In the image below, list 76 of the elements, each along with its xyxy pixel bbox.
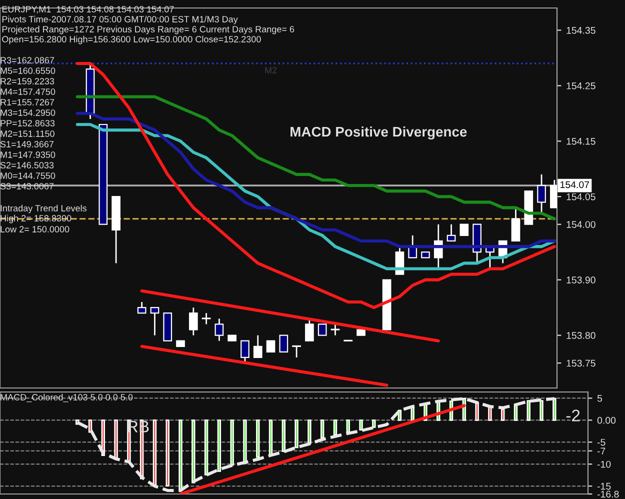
text: M0=144.7550 (0, 172, 56, 179)
text: M2=151.1150 (0, 130, 54, 137)
y-tick-label: 153.80 (566, 332, 596, 339)
candlestick (188, 306, 198, 336)
bar (552, 398, 556, 421)
candlestick (279, 334, 288, 352)
bar (320, 419, 324, 438)
bar (243, 419, 247, 464)
text: -2 (566, 410, 580, 422)
bar (500, 408, 505, 421)
candlestick (202, 312, 211, 325)
y-tick-label: 0.00 (597, 416, 616, 424)
bar (540, 400, 544, 421)
candlestick (137, 301, 146, 314)
bar (217, 419, 222, 472)
annotation: Intraday Trend Levels (0, 204, 86, 214)
candlestick (330, 324, 340, 336)
bar (268, 419, 273, 456)
bar (178, 419, 182, 492)
text: M4=157.4750 (0, 88, 56, 95)
text: M3=154.2950 (0, 110, 56, 116)
y-tick-label: 154.05 (566, 193, 596, 200)
y-tick-label: -15 (597, 482, 611, 490)
bar (192, 419, 196, 484)
text: R2=159.2233 (0, 78, 54, 84)
y-tick-label: 5 (597, 394, 602, 402)
bar (230, 419, 234, 466)
bar (359, 419, 363, 431)
y-tick-label: 154.35 (566, 26, 596, 34)
y-tick-label: 154.00 (566, 221, 596, 228)
text: PP=152.8633 (0, 120, 55, 126)
text: M1=147.9350 (0, 152, 56, 158)
bar (333, 419, 338, 436)
candlestick (150, 306, 160, 336)
bar (114, 419, 118, 460)
bar (526, 400, 530, 421)
annotation: Projected Range=1272 Previous Days Range= 6 Current Days Range= 6 (2, 26, 294, 34)
y-tick-label: 154.15 (566, 138, 596, 145)
candlestick (537, 174, 546, 214)
y-tick-label: 154.25 (566, 82, 596, 90)
text: Low 2= 150.0000 (0, 226, 70, 232)
candlestick (318, 324, 327, 336)
candlestick (214, 318, 224, 342)
bar (308, 419, 312, 444)
candlestick (305, 318, 314, 342)
ref-line-label: 154.07 (560, 181, 590, 188)
bar (346, 419, 350, 433)
y-tick-label: 153.75 (566, 360, 596, 367)
y-tick-label: -16.8 (597, 490, 619, 498)
annotation: Pivots Time-2007.08.17 05:00 GMT/00:00 EST M1/M3 Day (2, 16, 238, 24)
y-tick-label: -10 (597, 460, 611, 468)
text: R1=155.7267 (0, 99, 54, 106)
bar (372, 419, 376, 428)
y-tick-label: -5 (597, 438, 606, 446)
candlestick (511, 207, 520, 242)
candlestick (460, 224, 469, 236)
bar (294, 419, 298, 448)
candlestick (253, 334, 262, 358)
bar (282, 419, 286, 452)
text: S2=146.5033 (0, 162, 54, 168)
text: M5=160.6550 (0, 68, 56, 74)
bar (152, 419, 157, 486)
candlestick (266, 340, 276, 352)
bar (204, 419, 208, 476)
annotation: MACD Positive Divergence (290, 126, 467, 140)
bar (475, 402, 479, 421)
text: R3=162.0867 (0, 57, 54, 64)
candlestick (446, 224, 456, 242)
bar (256, 419, 260, 458)
y-tick-label: -7 (597, 448, 606, 454)
y-tick-label: 153.90 (566, 276, 596, 284)
candlestick (292, 345, 301, 358)
candlestick (240, 340, 250, 364)
bar (166, 419, 170, 486)
text: S1=149.3667 (0, 141, 54, 148)
annotation: Open=156.2800 High=156.3600 Low=150.0000 Close=152.2300 (2, 36, 261, 44)
